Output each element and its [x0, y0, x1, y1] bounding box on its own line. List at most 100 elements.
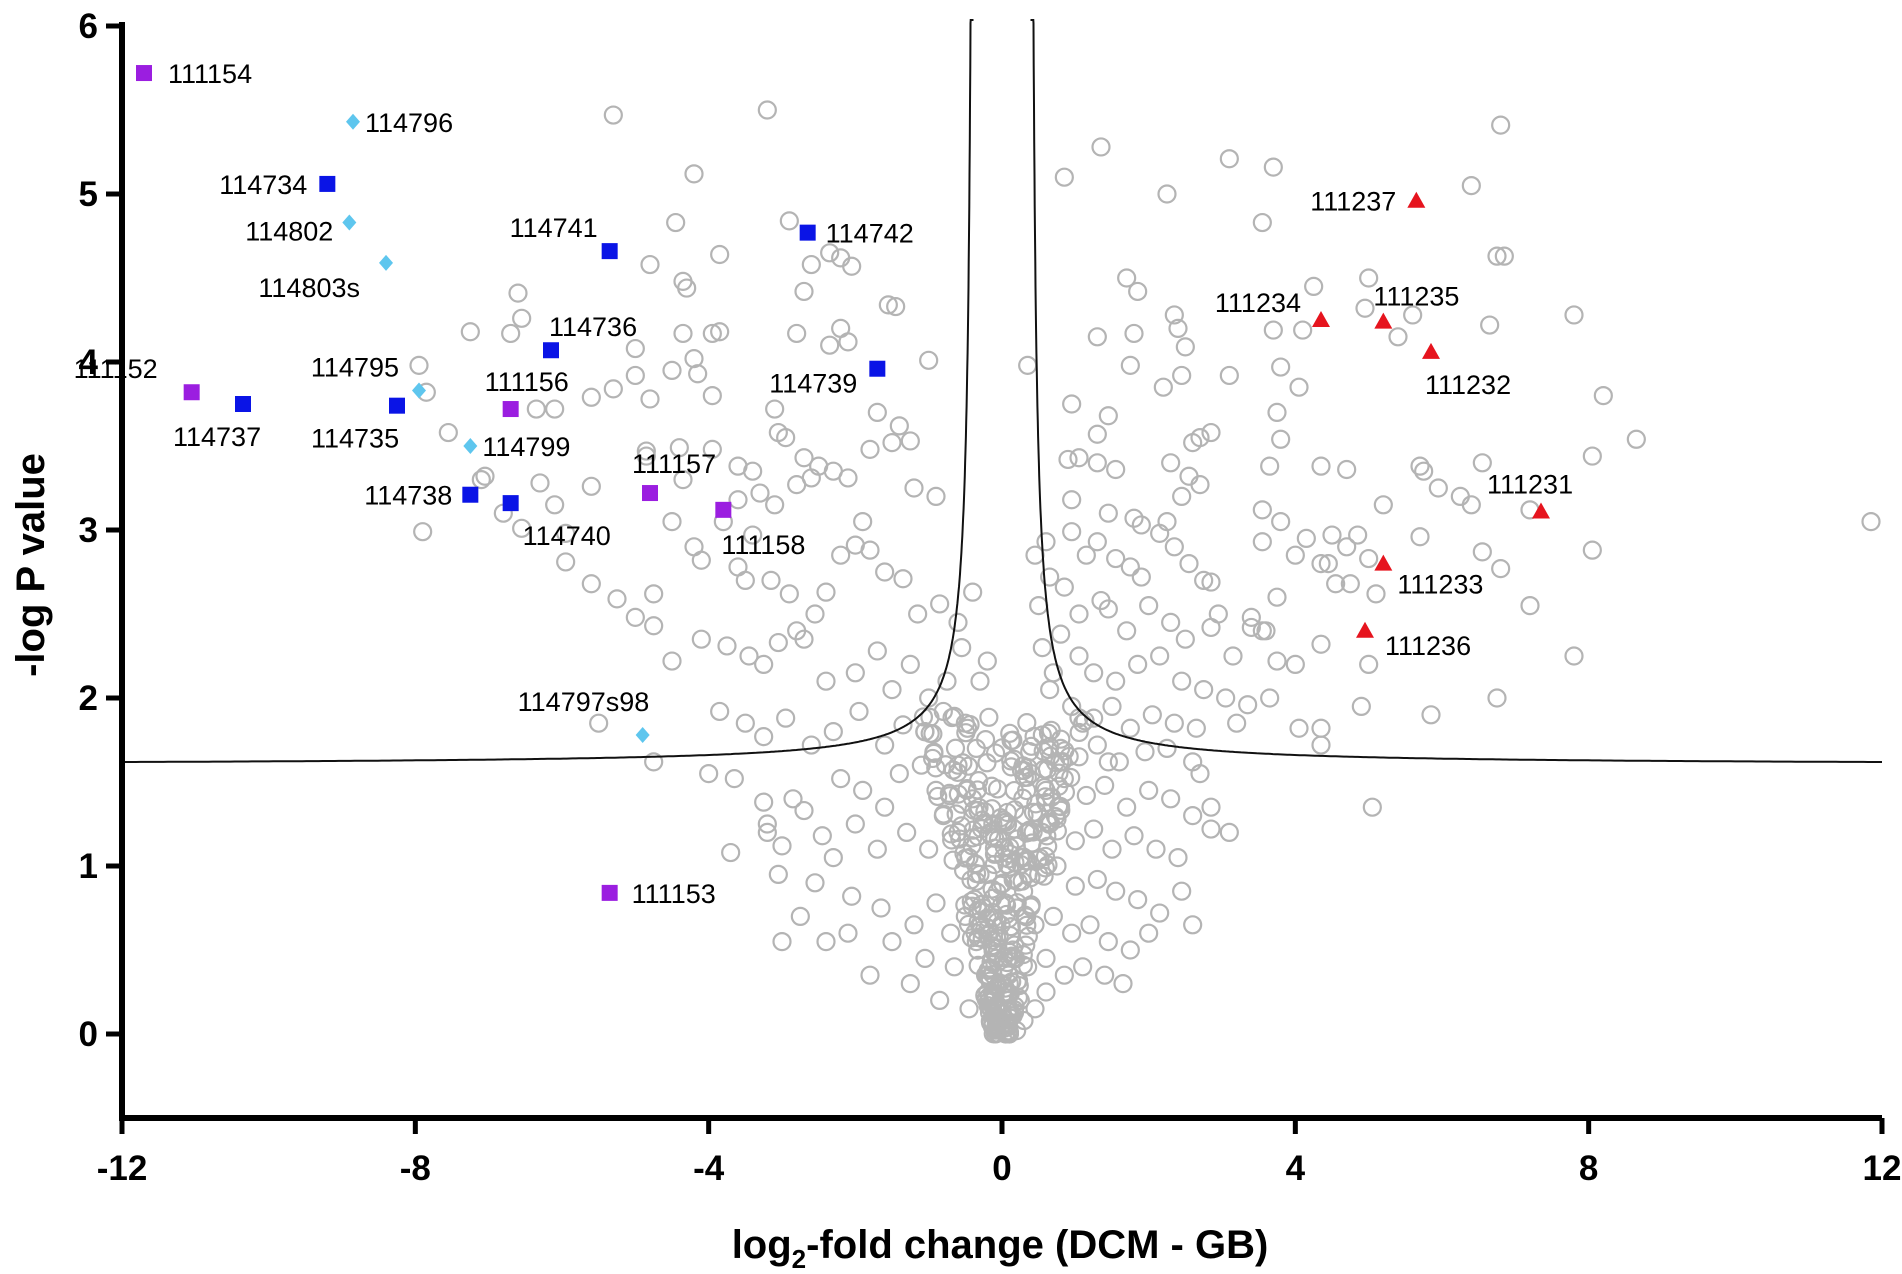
background-point [1190, 763, 1210, 784]
background-point [838, 923, 858, 943]
background-point [1252, 621, 1272, 641]
background-point [640, 254, 660, 275]
background-point [1252, 532, 1272, 552]
background-point [1414, 461, 1434, 481]
background-point [893, 715, 913, 735]
background-point [1102, 696, 1122, 717]
background-point [1421, 705, 1441, 725]
background-point [1359, 548, 1379, 569]
background-point [1075, 711, 1095, 731]
background-point [1021, 897, 1041, 917]
background-point [1014, 760, 1034, 781]
background-point [860, 540, 880, 560]
background-point [1098, 503, 1118, 523]
point-label-111232: 111232 [1425, 370, 1511, 400]
x-tick-label: -8 [400, 1149, 431, 1188]
background-point [1084, 708, 1104, 728]
background-point [662, 360, 682, 380]
background-point [735, 570, 755, 591]
marker-114796 [346, 113, 360, 130]
background-point [1017, 713, 1037, 733]
background-point [1271, 511, 1291, 532]
background-point [838, 468, 858, 488]
background-point [1410, 527, 1430, 547]
background-point [1161, 453, 1181, 473]
background-point [1626, 429, 1646, 449]
background-point [1410, 456, 1430, 476]
background-point [1069, 448, 1089, 468]
background-point [717, 636, 737, 656]
background-point [823, 847, 843, 868]
background-point [728, 490, 748, 510]
background-point [1065, 876, 1085, 896]
background-point [1095, 775, 1115, 795]
point-label-114795: 114795 [311, 353, 399, 383]
background-point [625, 365, 645, 386]
background-point [636, 441, 656, 461]
background-point [943, 850, 963, 870]
background-point [1065, 831, 1085, 851]
background-point [1487, 246, 1507, 266]
background-point [842, 256, 862, 276]
background-point [1091, 137, 1111, 157]
y-tick-label: 5 [79, 175, 98, 214]
point-label-111235: 111235 [1373, 282, 1459, 312]
background-point [875, 797, 895, 817]
background-point [1150, 903, 1170, 923]
background-point [669, 438, 689, 458]
background-point [545, 399, 565, 419]
background-point [710, 701, 730, 722]
marker-111152 [183, 384, 200, 401]
background-point [831, 248, 851, 268]
background-point [1175, 337, 1195, 357]
y-tick-label: 6 [79, 7, 98, 46]
background-point [930, 594, 950, 614]
background-point [1120, 940, 1140, 960]
background-point [945, 738, 966, 758]
background-point [1322, 525, 1342, 545]
background-point [987, 779, 1008, 799]
background-point [976, 989, 996, 1009]
point-label-111154: 111154 [168, 59, 252, 89]
point-label-114803s: 114803s [258, 273, 360, 303]
background-point [900, 973, 920, 994]
marker-114797s98 [635, 726, 650, 743]
background-point [926, 893, 946, 913]
background-point [939, 783, 959, 803]
background-point [838, 332, 858, 352]
background-point [691, 550, 711, 570]
background-point [776, 428, 796, 448]
marker-114734 [319, 175, 336, 192]
background-point [1037, 826, 1057, 846]
background-point [882, 931, 902, 952]
marker-114803s [379, 254, 393, 271]
point-label-114741: 114741 [510, 213, 598, 243]
background-point [1582, 540, 1602, 560]
x-tick-label: 0 [992, 1149, 1011, 1188]
threshold-curves [122, 19, 1882, 763]
background-point [1037, 759, 1057, 780]
background-point [673, 470, 693, 490]
background-point [1135, 742, 1155, 762]
background-point [979, 707, 999, 727]
background-point [924, 743, 944, 764]
background-point [1087, 327, 1107, 347]
background-point [961, 928, 982, 948]
marker-114736 [543, 342, 559, 359]
background-point [1043, 906, 1063, 927]
background-point [1326, 574, 1346, 594]
background-point [1388, 327, 1408, 347]
background-point [1062, 394, 1082, 414]
background-point [1013, 945, 1033, 965]
background-point [743, 525, 763, 545]
background-point [1296, 528, 1316, 549]
background-point [1355, 298, 1375, 318]
y-tick-label: 4 [79, 343, 99, 382]
point-label-114796: 114796 [365, 108, 453, 138]
background-point [816, 582, 836, 602]
background-point [475, 466, 495, 486]
background-point [1208, 604, 1228, 624]
background-point [904, 478, 924, 498]
background-point [501, 323, 521, 344]
background-point [1161, 612, 1181, 633]
